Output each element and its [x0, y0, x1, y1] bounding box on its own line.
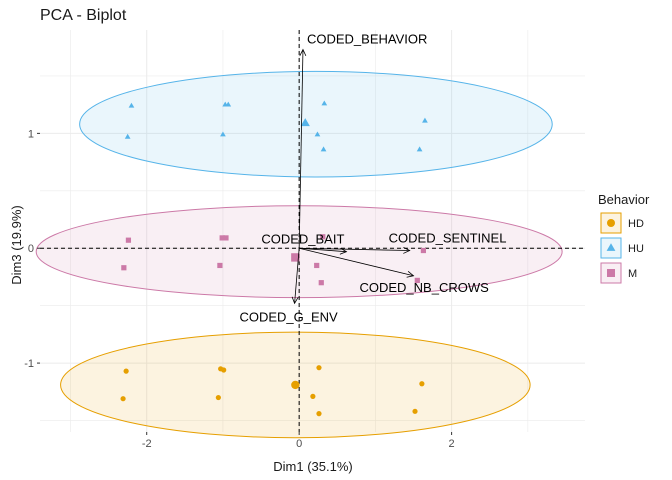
axis-ticks: -2 0 2 -1 0 1: [24, 128, 454, 450]
point-hu: [225, 101, 232, 107]
y-tick-label: -1: [24, 358, 34, 370]
point-m: [217, 262, 223, 269]
arrow-coded-bait: [299, 247, 347, 253]
point-m: [219, 235, 225, 241]
point-m: [125, 237, 132, 243]
x-tick-label: 2: [449, 438, 455, 450]
point-hd: [316, 365, 322, 371]
point-hd: [310, 393, 316, 399]
point-hu: [416, 146, 423, 152]
variable-label-coded-nb-crows: CODED_NB_CROWS: [359, 280, 489, 295]
arrowhead-coded-g-env: [291, 296, 299, 305]
point-hu: [422, 117, 428, 123]
point-hd: [419, 381, 425, 387]
variable-label-coded-behavior: CODED_BEHAVIOR: [307, 32, 427, 47]
centroid-hd: [291, 380, 300, 390]
x-tick-label: -2: [142, 438, 152, 450]
variable-label-coded-bait: CODED_BAIT: [261, 232, 344, 247]
y-tick-label: 1: [28, 128, 34, 140]
point-hd: [215, 394, 221, 401]
centroid-hu: [300, 118, 310, 127]
point-m: [320, 234, 326, 240]
variable-label-coded-g-env: CODED_G_ENV: [239, 309, 338, 324]
point-hu: [320, 146, 327, 152]
legend: Behavior HD HU M: [598, 192, 650, 284]
arrowhead-coded-behavior: [299, 48, 307, 57]
legend-label-hd: HD: [628, 218, 644, 230]
point-hu: [314, 131, 321, 137]
chart-title: PCA - Biplot: [40, 7, 127, 24]
legend-label-hu: HU: [628, 243, 644, 255]
arrow-coded-g-env: [294, 248, 300, 304]
arrowhead-coded-nb-crows: [406, 271, 415, 278]
x-axis-title: Dim1 (35.1%): [273, 459, 352, 474]
legend-entry-hd: HD: [600, 212, 644, 234]
variable-arrows: CODED_BEHAVIOR CODED_BAIT CODED_SENTINEL CO…: [239, 32, 506, 325]
point-m: [121, 265, 127, 271]
point-m: [420, 247, 427, 254]
y-tick-label: 0: [28, 243, 34, 255]
point-m: [318, 280, 324, 286]
arrow-coded-behavior: [298, 49, 304, 249]
point-m: [314, 262, 320, 269]
legend-marker-hd: [607, 219, 615, 227]
arrow-coded-nb-crows: [299, 247, 414, 277]
point-hu: [128, 102, 135, 108]
legend-marker-hu: [606, 243, 616, 251]
data-points: [120, 100, 428, 417]
point-hd: [218, 366, 224, 372]
point-hu: [321, 100, 328, 106]
legend-marker-m: [607, 269, 615, 277]
ellipse-hu: [79, 70, 553, 178]
point-hu: [124, 133, 131, 139]
point-hd: [412, 408, 418, 414]
legend-label-m: M: [628, 268, 637, 280]
centroid-m: [291, 253, 300, 262]
legend-title: Behavior: [598, 192, 650, 207]
arrow-coded-sentinel: [299, 247, 410, 251]
point-hu: [220, 131, 226, 137]
y-axis-title: Dim3 (19.9%): [9, 205, 24, 284]
grid: [40, 30, 585, 432]
point-m: [223, 235, 229, 241]
variable-label-coded-sentinel: CODED_SENTINEL: [389, 231, 507, 246]
arrowhead-coded-sentinel: [403, 246, 411, 254]
reference-lines: [40, 30, 585, 432]
point-hd: [120, 396, 126, 402]
point-hd: [123, 368, 129, 374]
point-m: [414, 277, 420, 283]
x-tick-label: 0: [296, 438, 302, 450]
point-hd: [316, 411, 322, 417]
legend-entry-hu: HU: [600, 237, 644, 259]
legend-entry-m: M: [600, 262, 637, 284]
